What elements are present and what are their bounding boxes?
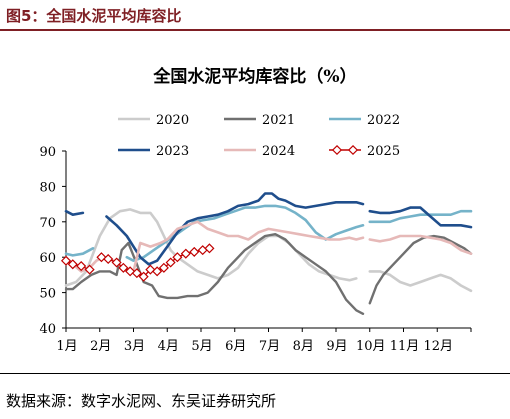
data-point (103, 253, 114, 265)
legend-label: 2023 (156, 144, 189, 159)
data-point (145, 264, 156, 275)
x-tick-label: 7月 (259, 339, 280, 354)
data-point (204, 243, 215, 254)
legend-label: 2025 (367, 144, 400, 159)
x-tick-label: 8月 (293, 339, 314, 354)
data-point (84, 264, 95, 275)
y-tick-label: 60 (39, 251, 56, 266)
legend-item-2020: 2020 (118, 113, 189, 128)
series-line-2022 (64, 204, 473, 262)
series-2021 (64, 233, 473, 315)
chart-title: 全国水泥平均库容比（%） (152, 66, 356, 87)
header-divider (0, 29, 510, 31)
x-tick-label: 3月 (124, 339, 145, 354)
data-point (152, 266, 163, 277)
data-point (172, 252, 183, 263)
line-chart: 全国水泥平均库容比（%） 2020 2021 2022 2023 2024 2025 40… (39, 66, 473, 354)
series-line-2020 (64, 208, 473, 293)
series-2020 (64, 208, 473, 293)
legend-label: 2022 (367, 113, 400, 128)
figure-label: 图5：全国水泥平均库容比 (6, 7, 182, 25)
y-tick-label: 40 (39, 322, 56, 337)
series-line-2023 (64, 192, 473, 266)
series-2025 (60, 243, 215, 282)
x-tick-label: 1月 (56, 339, 77, 354)
legend-marker (347, 144, 359, 156)
figure-header: 图5：全国水泥平均库容比 (0, 0, 510, 31)
chart-series-group (60, 192, 473, 315)
y-tick-label: 80 (39, 180, 56, 195)
y-tick-label: 70 (39, 216, 56, 231)
x-tick-label: 11月 (390, 339, 420, 354)
legend-marker (331, 144, 343, 156)
y-tick-label: 50 (39, 287, 56, 302)
x-tick-label: 4月 (158, 339, 179, 354)
legend-item-2025: 2025 (329, 144, 400, 159)
x-tick-label: 9月 (326, 339, 347, 354)
series-2023 (64, 192, 473, 266)
data-point (189, 246, 200, 257)
legend-label: 2024 (262, 144, 295, 159)
legend-label: 2020 (156, 113, 189, 128)
legend-item-2024: 2024 (224, 144, 295, 159)
data-source-note: 数据来源：数字水泥网、东吴证券研究所 (6, 392, 277, 410)
chart-legend: 2020 2021 2022 2023 2024 2025 (118, 113, 400, 159)
data-point (158, 262, 169, 273)
data-point (125, 266, 136, 277)
y-tick-label: 90 (39, 145, 56, 160)
series-2022 (64, 204, 473, 262)
data-point (131, 268, 142, 279)
x-tick-label: 10月 (356, 339, 386, 354)
data-point (165, 257, 176, 268)
legend-item-2021: 2021 (224, 113, 295, 128)
x-tick-label: 6月 (225, 339, 246, 354)
x-tick-label: 12月 (423, 339, 453, 354)
data-point (118, 262, 129, 273)
series-line-2021 (64, 233, 473, 315)
legend-item-2022: 2022 (329, 113, 400, 128)
data-point (180, 248, 191, 259)
legend-item-2023: 2023 (118, 144, 189, 159)
data-point (76, 261, 87, 272)
legend-label: 2021 (262, 113, 295, 128)
data-point (138, 271, 149, 282)
footer-divider (0, 373, 510, 374)
data-point (111, 257, 122, 268)
x-tick-label: 2月 (90, 339, 111, 354)
x-tick-label: 5月 (191, 339, 212, 354)
data-point (67, 259, 78, 270)
chart-axes: 40 50 60 70 80 90 1月 2月 3月 4月 5月 6月 7月 8月 9月 10月 11月 12月 (39, 145, 472, 354)
data-point (60, 255, 72, 266)
